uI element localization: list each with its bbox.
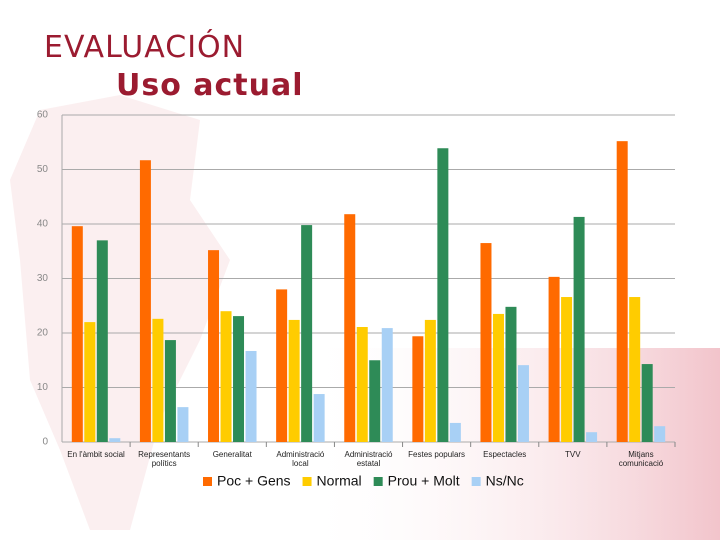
x-tick-label: Administració estatal — [344, 450, 393, 468]
x-tick-label: Mitjans comunicació — [618, 450, 664, 468]
bar — [109, 438, 121, 442]
bar — [629, 297, 641, 442]
bar — [152, 318, 164, 442]
bar — [616, 141, 628, 442]
legend-label: Normal — [317, 473, 362, 489]
bar — [573, 216, 585, 442]
bar — [84, 322, 96, 442]
y-tick-label: 20 — [37, 328, 49, 339]
bar — [449, 422, 461, 442]
y-tick-label: 60 — [37, 110, 49, 121]
bar — [480, 243, 492, 442]
y-tick-label: 10 — [37, 382, 49, 393]
bar — [344, 214, 356, 442]
x-tick-label: TVV — [565, 450, 581, 459]
bar — [654, 426, 666, 442]
x-tick-label: Generalitat — [212, 450, 252, 459]
bar — [301, 225, 313, 442]
y-tick-label: 30 — [37, 273, 49, 284]
x-tick-label: En l'àmbit social — [67, 450, 125, 459]
x-tick-label: Representants polítics — [138, 450, 191, 468]
bar — [586, 432, 598, 442]
legend-label: Prou + Molt — [388, 473, 460, 489]
y-tick-label: 50 — [37, 164, 49, 175]
bar — [220, 311, 232, 442]
chart-subtitle: Uso actual — [116, 68, 304, 103]
legend-swatch — [302, 477, 312, 486]
bar — [492, 313, 504, 442]
legend-label: Ns/Nc — [486, 473, 524, 489]
bar — [139, 160, 151, 443]
bar — [356, 327, 368, 442]
y-tick-label: 0 — [42, 437, 48, 448]
bar — [177, 407, 189, 442]
bar — [71, 226, 83, 442]
y-tick-label: 40 — [37, 219, 49, 230]
legend-swatch — [203, 477, 212, 486]
legend-swatch — [373, 477, 383, 486]
background-map — [10, 95, 230, 530]
bar — [641, 364, 653, 442]
bar — [381, 328, 393, 442]
bar — [369, 360, 381, 442]
bar — [245, 350, 257, 442]
bar — [437, 148, 449, 442]
bar — [208, 250, 220, 442]
bar — [313, 394, 325, 442]
legend-swatch — [471, 477, 481, 486]
x-tick-label: Festes populars — [408, 450, 466, 459]
bar — [517, 365, 529, 442]
bar — [412, 336, 424, 442]
bar — [233, 316, 245, 442]
bar — [164, 340, 176, 442]
bar — [424, 319, 436, 442]
bar — [276, 289, 288, 442]
chart-title: EVALUACIÓN — [44, 30, 246, 65]
bar — [96, 240, 108, 442]
x-tick-label: Administració local — [276, 450, 325, 468]
bar — [288, 319, 300, 442]
bar — [505, 306, 517, 442]
legend-label: Poc + Gens — [217, 473, 291, 489]
bar — [548, 276, 560, 442]
bar — [561, 297, 573, 442]
x-tick-label: Espectacles — [483, 450, 527, 459]
